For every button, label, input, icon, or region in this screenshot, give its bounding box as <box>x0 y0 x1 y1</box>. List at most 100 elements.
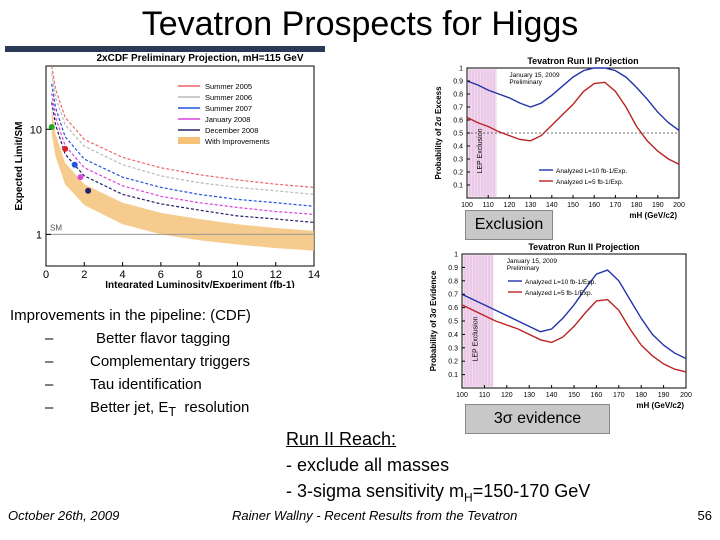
x-tick-label: 180 <box>635 392 647 399</box>
y-tick-label: 0.4 <box>448 332 458 339</box>
reach-line-2-post: =150-170 GeV <box>472 481 591 501</box>
y-tick-label: 1 <box>454 252 458 259</box>
series-line <box>51 73 315 195</box>
list-item: – Complementary triggers <box>10 350 251 373</box>
evidence-label: evidence <box>512 410 582 427</box>
reach-heading: Run II Reach: <box>286 429 397 449</box>
legend-entry: Analyzed L=5 fb-1/Exp. <box>556 179 624 186</box>
bullet-text-post: resolution <box>176 399 250 416</box>
improvements-heading: Improvements in the pipeline: (CDF) <box>10 307 251 324</box>
x-tick-label: 0 <box>43 269 49 281</box>
x-tick-label: 180 <box>631 202 643 209</box>
legend-swatch <box>178 137 200 144</box>
excess-probability-svg: LEP Exclusion 100 110 120 130 140 150 160 170 180… <box>434 56 685 220</box>
legend-entry: Analyzed L=5 fb-1/Exp. <box>525 290 593 297</box>
x-tick-label: 4 <box>120 269 126 281</box>
series-line <box>466 67 680 131</box>
reach-line-1: - exclude all masses <box>286 455 450 475</box>
y-tick-label: 1 <box>459 66 463 73</box>
x-tick-label: 8 <box>196 269 202 281</box>
y-tick-label: 0.5 <box>453 131 463 138</box>
bullet-dash: – <box>45 353 54 370</box>
series-line <box>466 81 680 165</box>
data-marker <box>85 187 92 194</box>
series-line <box>51 65 315 188</box>
exclusion-callout: Exclusion <box>465 210 553 240</box>
list-item: – Better flavor tagging <box>10 327 251 350</box>
x-tick-label: 2 <box>81 269 87 281</box>
x-tick-label: 150 <box>567 202 579 209</box>
slide-title: Tevatron Prospects for Higgs <box>141 5 579 43</box>
bullet-dash: – <box>45 376 54 393</box>
bullet-text: Tau identification <box>90 376 202 393</box>
bullet-dash: – <box>45 399 54 416</box>
y-tick-label: 0.4 <box>453 144 463 151</box>
y-axis-label: Probability of 3σ Evidence <box>429 270 438 371</box>
x-tick-label: 6 <box>158 269 164 281</box>
reach-line-2-sub: H <box>464 490 473 505</box>
exclusion-label: Exclusion <box>474 216 544 233</box>
x-tick-label: 10 <box>231 269 243 281</box>
x-tick-label: 110 <box>479 392 490 399</box>
x-tick-label: 120 <box>504 202 516 209</box>
series-line <box>461 269 687 360</box>
y-tick-label: 0.7 <box>453 105 463 112</box>
series-line <box>51 102 315 223</box>
x-tick-label: 170 <box>613 392 625 399</box>
legend-entry: Summer 2007 <box>205 104 252 113</box>
footer-date: October 26th, 2009 <box>8 508 120 523</box>
x-axis-label: mH (GeV/c2) <box>629 211 677 220</box>
y-tick-label: 0.7 <box>448 292 458 299</box>
x-tick-label: 160 <box>588 202 600 209</box>
x-tick-label: 200 <box>680 392 692 399</box>
evidence-callout: 3σ evidence <box>465 404 610 434</box>
legend-entry: December 2008 <box>205 126 258 135</box>
series-line <box>461 298 687 373</box>
bullet-subscript: T <box>168 405 177 419</box>
x-tick-label: 140 <box>546 202 558 209</box>
x-tick-label: 120 <box>501 392 513 399</box>
y-tick-label: 0.1 <box>453 183 463 190</box>
legend-entry: Summer 2006 <box>205 93 252 102</box>
data-marker <box>48 124 55 131</box>
improvements-list: Improvements in the pipeline: (CDF) – Be… <box>10 304 251 424</box>
lep-exclusion-label: LEP Exclusion <box>477 128 484 173</box>
x-tick-label: 190 <box>652 202 664 209</box>
y-axis-label: Probability of 2σ Excess <box>434 86 443 180</box>
evidence-sigma-label: 3σ <box>493 410 513 427</box>
y-tick-label: 0.6 <box>453 118 463 125</box>
y-tick-label: 1 <box>36 229 42 241</box>
sm-label: SM <box>50 223 62 232</box>
chart-title: 2xCDF Preliminary Projection, mH=115 GeV <box>96 53 303 64</box>
legend-entry: January 2008 <box>205 115 250 124</box>
chart-title: Tevatron Run II Projection <box>528 242 639 252</box>
x-tick-label: 140 <box>546 392 558 399</box>
y-tick-label: 0.9 <box>448 265 458 272</box>
x-axis-label: Integrated Luminosity/Experiment (fb-1) <box>105 280 294 288</box>
y-tick-label: 0.3 <box>448 345 458 352</box>
limit-projection-plot: SM 0 2 4 6 8 10 12 14 1 10 2xCDF Preliminary Projec… <box>10 48 320 293</box>
bullet-text-pre: Better jet, E <box>90 399 169 416</box>
chart-subtitle: January 15, 2009 <box>507 258 558 265</box>
y-tick-label: 0.1 <box>448 372 458 379</box>
x-tick-label: 170 <box>610 202 622 209</box>
y-tick-label: 0.8 <box>448 278 458 285</box>
lep-exclusion-label: LEP Exclusion <box>473 316 480 361</box>
y-tick-label: 0.2 <box>453 170 463 177</box>
x-tick-label: 100 <box>456 392 468 399</box>
chart-subtitle: January 15, 2009 <box>509 72 560 79</box>
series-line <box>51 93 315 215</box>
evidence-probability-plot: LEP Exclusion 100 110 120 130 140 150 160 170 180… <box>428 236 698 431</box>
excess-probability-plot: LEP Exclusion 100 110 120 130 140 150 160 170 180… <box>433 54 688 229</box>
data-marker <box>62 145 69 152</box>
chart-subtitle-2: Preliminary <box>507 265 540 272</box>
x-axis-label: mH (GeV/c2) <box>636 401 684 410</box>
series-line <box>51 83 315 207</box>
y-tick-label: 0.6 <box>448 305 458 312</box>
reach-line-2: - 3-sigma sensitivity mH=150-170 GeV <box>286 478 590 511</box>
x-tick-label: 200 <box>673 202 685 209</box>
title-underline-bar <box>5 46 325 52</box>
y-tick-label: 10 <box>30 124 42 136</box>
x-tick-label: 12 <box>270 269 282 281</box>
bullet-text: Complementary triggers <box>90 353 251 370</box>
